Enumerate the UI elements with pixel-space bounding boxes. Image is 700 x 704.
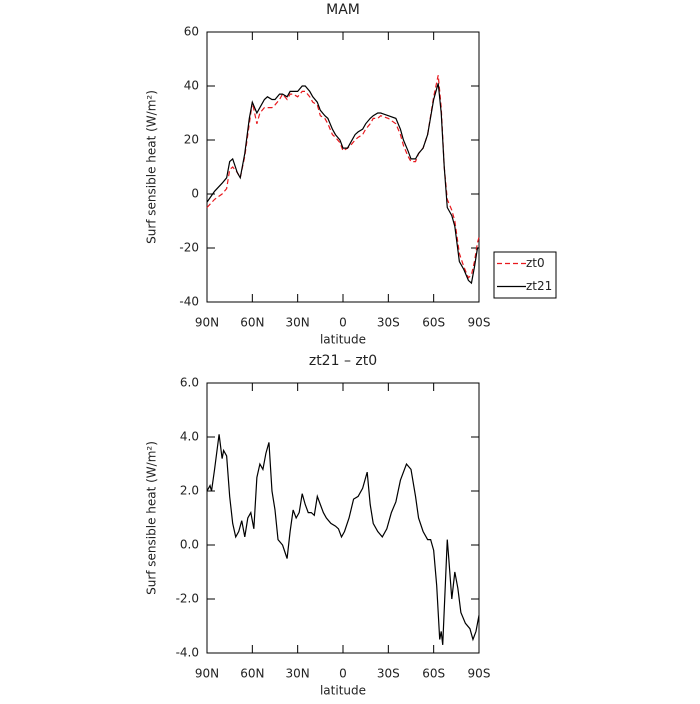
y-tick-label: 6.0 — [180, 376, 199, 390]
x-tick-label: 90S — [468, 316, 491, 330]
y-tick-label: -4.0 — [176, 646, 199, 660]
x-tick-label: 0 — [339, 316, 347, 330]
legend-label: zt0 — [526, 256, 545, 270]
y-tick-label: 0.0 — [180, 538, 199, 552]
line-series — [206, 434, 480, 645]
x-tick-label: 60N — [240, 316, 264, 330]
x-tick-label: 30N — [286, 316, 310, 330]
y-axis-label: Surf sensible heat (W/m²) — [145, 90, 159, 244]
x-tick-label: 0 — [339, 667, 347, 681]
x-tick-label: 90N — [195, 667, 219, 681]
x-axis-label: latitude — [320, 684, 366, 698]
plot-frame — [206, 382, 480, 654]
y-tick-label: -2.0 — [176, 592, 199, 606]
x-tick-label: 90S — [468, 667, 491, 681]
plot-frame — [206, 31, 480, 303]
x-tick-label: 30N — [286, 667, 310, 681]
y-tick-label: 40 — [184, 79, 199, 93]
y-tick-label: 0 — [191, 187, 199, 201]
chart-title: zt21 – zt0 — [309, 353, 377, 369]
x-axis-label: latitude — [320, 333, 366, 347]
y-tick-label: -20 — [179, 241, 199, 255]
y-axis-label: Surf sensible heat (W/m²) — [145, 441, 159, 595]
y-tick-label: 4.0 — [180, 430, 199, 444]
x-tick-label: 30S — [377, 316, 400, 330]
y-tick-label: 60 — [184, 25, 199, 39]
chart-title: MAM — [326, 2, 360, 18]
legend-box — [493, 251, 557, 299]
x-tick-label: 90N — [195, 316, 219, 330]
x-tick-label: 60N — [240, 667, 264, 681]
line-series — [206, 75, 480, 279]
x-tick-label: 60S — [422, 316, 445, 330]
x-tick-label: 60S — [422, 667, 445, 681]
y-tick-label: 20 — [184, 133, 199, 147]
legend-label: zt21 — [526, 279, 552, 293]
y-tick-label: 2.0 — [180, 484, 199, 498]
x-tick-label: 30S — [377, 667, 400, 681]
y-tick-label: -40 — [179, 295, 199, 309]
line-series — [206, 83, 479, 285]
